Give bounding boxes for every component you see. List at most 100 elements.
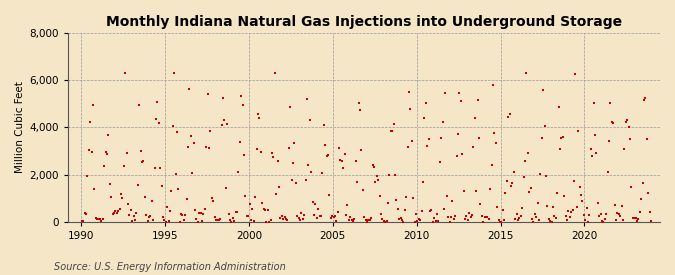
Point xyxy=(367,163,378,167)
Point xyxy=(174,219,185,224)
Point xyxy=(496,219,507,224)
Point xyxy=(406,139,417,143)
Point xyxy=(541,174,551,178)
Point xyxy=(244,202,255,206)
Point xyxy=(483,217,494,222)
Point xyxy=(105,182,115,186)
Point xyxy=(314,214,325,218)
Point xyxy=(585,147,596,152)
Point xyxy=(550,215,561,220)
Point xyxy=(460,217,470,222)
Point xyxy=(96,219,107,223)
Point xyxy=(589,133,600,138)
Point xyxy=(605,100,616,105)
Point xyxy=(487,82,498,87)
Point xyxy=(97,217,108,222)
Point xyxy=(587,153,597,158)
Point xyxy=(384,173,395,177)
Point xyxy=(345,215,356,219)
Point xyxy=(85,120,96,125)
Point xyxy=(304,118,315,123)
Point xyxy=(555,146,566,151)
Point xyxy=(440,91,451,95)
Point xyxy=(636,197,647,201)
Point xyxy=(458,188,469,193)
Point xyxy=(303,163,314,167)
Point xyxy=(594,214,605,219)
Point xyxy=(397,218,408,222)
Point xyxy=(132,182,143,187)
Point xyxy=(78,219,88,223)
Point xyxy=(425,208,435,213)
Point xyxy=(517,205,528,210)
Point xyxy=(155,166,165,170)
Point xyxy=(215,217,225,221)
Point xyxy=(482,215,493,219)
Point xyxy=(478,219,489,224)
Point xyxy=(412,219,423,223)
Point xyxy=(286,178,297,183)
Point xyxy=(422,144,433,148)
Point xyxy=(504,112,515,116)
Point xyxy=(366,216,377,221)
Point xyxy=(465,215,476,219)
Point xyxy=(216,123,227,127)
Point xyxy=(633,217,644,221)
Point xyxy=(423,137,434,142)
Point xyxy=(637,181,648,186)
Point xyxy=(497,207,508,212)
Point xyxy=(188,141,199,145)
Point xyxy=(183,145,194,149)
Point xyxy=(289,141,300,145)
Point xyxy=(354,108,365,112)
Point xyxy=(346,217,357,222)
Point xyxy=(546,219,557,224)
Point xyxy=(171,130,182,135)
Point xyxy=(570,72,580,77)
Point xyxy=(439,207,450,211)
Point xyxy=(493,218,504,222)
Point xyxy=(489,131,500,136)
Point xyxy=(95,217,105,221)
Point xyxy=(184,87,195,92)
Point xyxy=(341,213,352,218)
Point xyxy=(353,100,364,105)
Point xyxy=(201,144,212,149)
Point xyxy=(528,219,539,224)
Point xyxy=(240,193,251,198)
Point xyxy=(325,216,336,221)
Point xyxy=(337,158,348,163)
Point xyxy=(371,174,382,178)
Point xyxy=(597,219,608,223)
Point xyxy=(394,217,404,222)
Point xyxy=(503,114,514,119)
Point xyxy=(294,218,305,222)
Point xyxy=(522,150,533,155)
Point xyxy=(576,193,587,198)
Point xyxy=(628,216,639,220)
Point xyxy=(558,134,568,139)
Point xyxy=(159,218,169,222)
Point xyxy=(479,215,490,219)
Point xyxy=(113,209,124,213)
Point xyxy=(207,196,217,200)
Point xyxy=(444,219,455,224)
Point xyxy=(448,217,459,221)
Point xyxy=(554,105,564,109)
Point xyxy=(127,219,138,223)
Point xyxy=(360,218,371,222)
Point xyxy=(566,210,576,214)
Point xyxy=(344,218,354,223)
Point xyxy=(156,183,167,188)
Point xyxy=(481,215,491,219)
Point xyxy=(251,146,262,151)
Point xyxy=(222,122,233,127)
Point xyxy=(518,174,529,179)
Point xyxy=(327,213,338,218)
Point xyxy=(405,106,416,111)
Point xyxy=(502,178,512,183)
Point xyxy=(559,194,570,198)
Point xyxy=(376,212,387,216)
Point xyxy=(144,214,155,219)
Point xyxy=(290,181,301,185)
